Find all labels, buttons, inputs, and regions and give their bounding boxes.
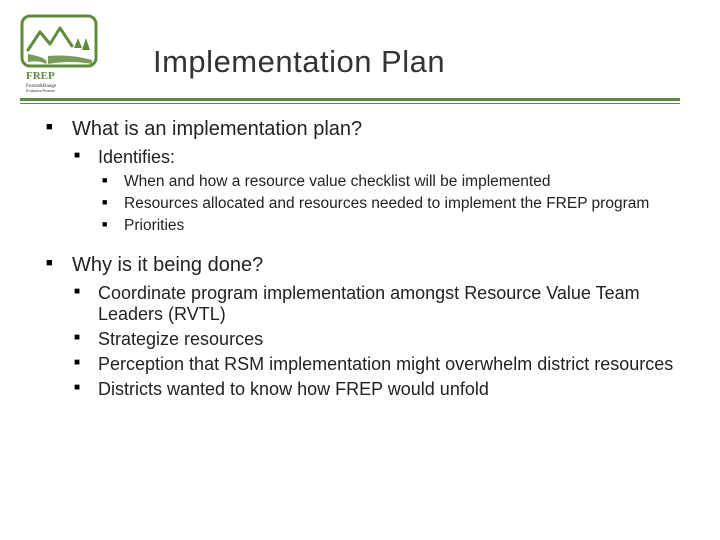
bullet-text: Strategize resources <box>98 329 263 349</box>
bullet-lvl1: Why is it being done? Coordinate program… <box>46 254 674 400</box>
bullet-lvl2: Coordinate program implementation amongs… <box>72 283 674 325</box>
frep-logo: FREP Forest&Range Evaluation Program <box>20 14 98 92</box>
logo-text-bot: Evaluation Program <box>26 89 55 92</box>
bullet-lvl3: Resources allocated and resources needed… <box>98 194 674 214</box>
bullet-text: Identifies: <box>98 147 175 167</box>
header: FREP Forest&Range Evaluation Program Imp… <box>0 0 720 92</box>
divider-thick <box>20 98 680 101</box>
title-wrap: Implementation Plan <box>98 14 720 80</box>
slide: FREP Forest&Range Evaluation Program Imp… <box>0 0 720 540</box>
bullet-lvl2: Districts wanted to know how FREP would … <box>72 379 674 400</box>
bullet-lvl2: Strategize resources <box>72 329 674 350</box>
content: What is an implementation plan? Identifi… <box>0 104 720 400</box>
bullet-lvl2: Identifies: When and how a resource valu… <box>72 147 674 236</box>
bullet-lvl1: What is an implementation plan? Identifi… <box>46 118 674 236</box>
bullet-lvl2: Perception that RSM implementation might… <box>72 354 674 375</box>
bullet-text: Districts wanted to know how FREP would … <box>98 379 489 399</box>
logo-text-top: FREP <box>26 70 55 82</box>
bullet-text: Priorities <box>124 217 184 234</box>
bullet-text: Coordinate program implementation amongs… <box>98 283 640 324</box>
spacer <box>46 242 674 254</box>
bullet-lvl3: When and how a resource value checklist … <box>98 172 674 192</box>
bullet-text: Perception that RSM implementation might… <box>98 354 673 374</box>
bullet-text: When and how a resource value checklist … <box>124 173 550 190</box>
bullet-text: Why is it being done? <box>72 254 263 276</box>
slide-title: Implementation Plan <box>153 44 720 80</box>
bullet-lvl3: Priorities <box>98 216 674 236</box>
bullet-text: What is an implementation plan? <box>72 118 362 140</box>
bullet-text: Resources allocated and resources needed… <box>124 195 649 212</box>
